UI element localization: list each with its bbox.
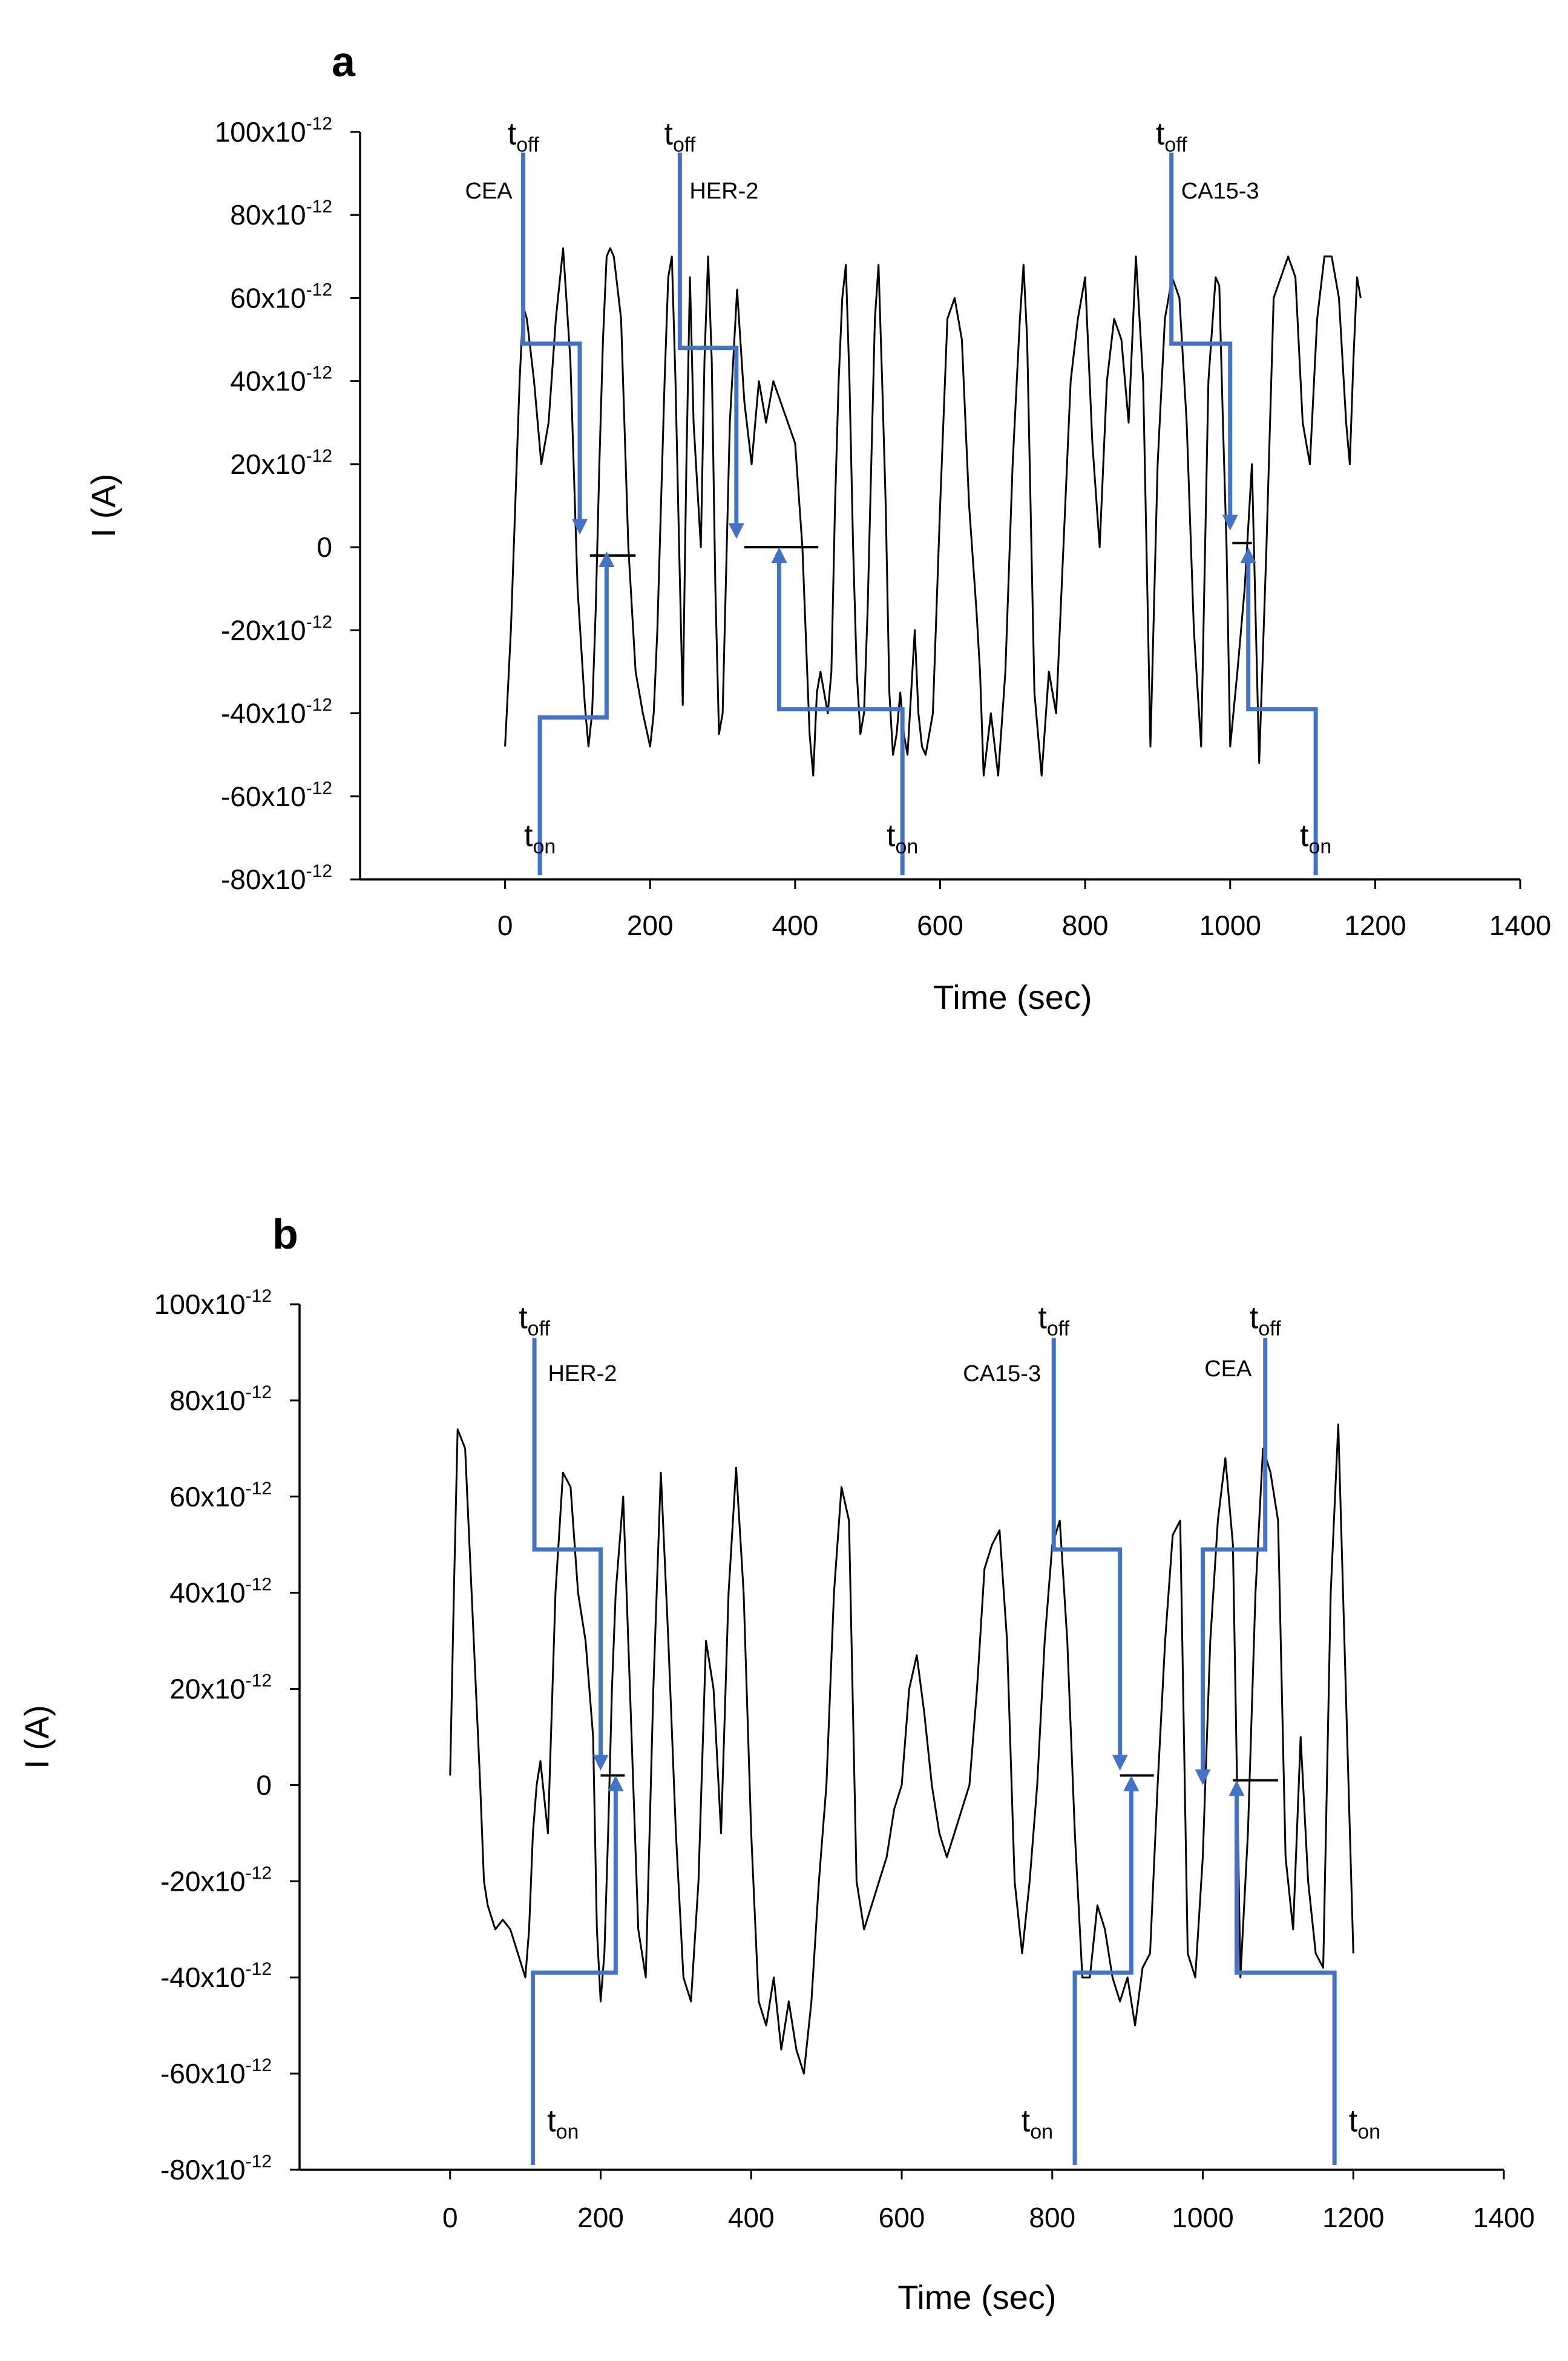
current-trace: [449, 1423, 1354, 2075]
t-off-label: toff: [519, 1301, 550, 1341]
marker-label: HER-2: [689, 179, 758, 204]
arrow-up-icon: [1240, 547, 1256, 563]
t-off-label: toff: [1156, 117, 1187, 157]
y-tick-label: -80x10-12: [160, 2152, 272, 2185]
arrow-up-icon: [599, 551, 615, 567]
arrow-down-icon: [592, 1755, 609, 1771]
t-on-step: [1072, 1788, 1133, 2166]
y-tick-label: -60x10-12: [160, 2055, 272, 2089]
t-on-step: [1234, 1793, 1337, 2166]
x-tick-label: 800: [1029, 2202, 1075, 2233]
marker-label: CA15-3: [963, 1361, 1041, 1387]
t-off-step: [521, 153, 582, 522]
y-tick-label: 80x10-12: [169, 1382, 272, 1416]
t-off-step: [677, 153, 739, 526]
y-tick-label: 100x10-12: [215, 114, 332, 148]
marker-label: HER-2: [548, 1361, 617, 1387]
x-tick-label: 400: [772, 910, 819, 941]
marker-label: CEA: [465, 179, 513, 204]
y-tick-label: 0: [317, 531, 332, 563]
y-tick-label: 20x10-12: [169, 1671, 272, 1705]
t-on-step: [1246, 560, 1318, 876]
arrow-up-icon: [1228, 1780, 1245, 1796]
t-off-label: toff: [1038, 1301, 1069, 1341]
arrow-up-icon: [771, 547, 787, 563]
x-tick-label: 1200: [1344, 910, 1406, 941]
t-off-step: [1169, 153, 1233, 517]
t-on-label: ton: [524, 818, 556, 858]
marker-label: CEA: [1204, 1356, 1252, 1382]
t-on-label: ton: [887, 818, 918, 858]
x-axis-title: Time (sec): [897, 2278, 1056, 2316]
arrow-down-icon: [728, 523, 744, 539]
t-on-step: [777, 560, 905, 876]
x-tick-label: 200: [577, 2202, 624, 2233]
x-tick-label: 600: [879, 2202, 925, 2233]
t-off-step: [532, 1338, 603, 1758]
y-tick-label: 80x10-12: [230, 197, 332, 231]
x-tick-label: 800: [1062, 910, 1109, 941]
y-axis-title: I (A): [84, 474, 122, 538]
x-axis-title: Time (sec): [933, 978, 1092, 1016]
current-trace: [504, 247, 1362, 777]
t-on-label: ton: [1300, 818, 1331, 858]
y-tick-label: 60x10-12: [169, 1479, 272, 1512]
t-on-label: ton: [547, 2103, 579, 2143]
t-on-label: ton: [1022, 2103, 1053, 2143]
arrow-down-icon: [1112, 1755, 1128, 1771]
panel-a: a -80x10-12 -60x10-12 -40x10-12 -20x10-12 0 20…: [84, 38, 1551, 1016]
t-off-step: [1201, 1338, 1268, 1772]
t-on-step: [537, 564, 609, 876]
arrow-down-icon: [1222, 514, 1238, 531]
y-tick-label: -20x10-12: [221, 612, 332, 646]
x-tick-label: 1400: [1473, 2202, 1535, 2233]
t-on-label: ton: [1349, 2103, 1380, 2143]
panel-letter: b: [272, 1210, 298, 1258]
t-off-label: toff: [1250, 1301, 1281, 1341]
y-tick-label: -20x10-12: [160, 1863, 272, 1897]
panel-b: b -80x10-12 -60x10-12 -40x10-12 -20x10-12 0 20…: [18, 1210, 1535, 2316]
x-tick-label: 0: [442, 2202, 458, 2233]
t-off-step: [1051, 1338, 1123, 1758]
arrow-down-icon: [1195, 1769, 1211, 1785]
y-tick-label: 100x10-12: [154, 1286, 272, 1320]
marker-label: CA15-3: [1181, 179, 1259, 204]
x-tick-label: 0: [497, 910, 513, 941]
t-off-label: toff: [508, 117, 539, 157]
x-tick-label: 1000: [1199, 910, 1261, 941]
y-tick-label: -60x10-12: [221, 778, 332, 812]
x-tick-label: 400: [728, 2202, 775, 2233]
t-off-label: toff: [664, 117, 696, 157]
y-axis-title: I (A): [18, 1705, 56, 1769]
x-tick-label: 600: [917, 910, 963, 941]
y-tick-label: -40x10-12: [160, 1959, 272, 1993]
y-tick-label: 60x10-12: [230, 280, 332, 314]
x-tick-label: 1000: [1172, 2202, 1233, 2233]
arrow-up-icon: [608, 1775, 624, 1791]
x-tick-label: 200: [627, 910, 674, 941]
y-tick-label: 40x10-12: [169, 1575, 272, 1609]
y-tick-label: 40x10-12: [230, 363, 332, 397]
arrow-up-icon: [1123, 1775, 1140, 1791]
y-tick-label: 20x10-12: [230, 446, 332, 480]
y-tick-label: -80x10-12: [221, 861, 332, 895]
y-tick-label: 0: [256, 1769, 272, 1801]
t-on-step: [531, 1788, 618, 2166]
arrow-down-icon: [572, 519, 588, 535]
y-tick-label: -40x10-12: [221, 695, 332, 729]
x-tick-label: 1400: [1489, 910, 1551, 941]
panel-letter: a: [332, 38, 356, 85]
x-tick-label: 1200: [1322, 2202, 1384, 2233]
